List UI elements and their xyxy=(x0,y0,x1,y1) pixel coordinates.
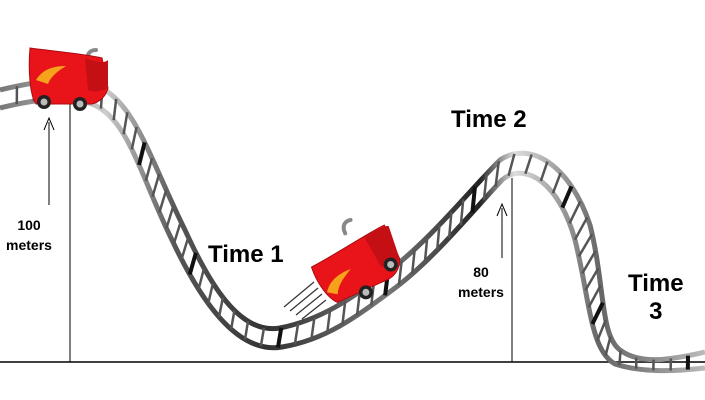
track-tie xyxy=(229,310,236,330)
track-tie xyxy=(494,161,501,188)
track-tie xyxy=(112,98,118,121)
track-tie xyxy=(423,237,429,263)
time1-label: Time 1 xyxy=(208,241,284,268)
track-tie xyxy=(187,252,198,276)
track-tie xyxy=(596,319,607,341)
track-tie xyxy=(122,112,129,135)
track-tie xyxy=(581,250,597,274)
time2-label: Time 2 xyxy=(451,106,527,133)
track-tie xyxy=(482,173,489,200)
track-tie xyxy=(539,161,549,182)
track-tie xyxy=(618,350,622,366)
track-tie xyxy=(410,249,416,275)
track-tie xyxy=(355,291,362,316)
track-tie xyxy=(217,297,225,318)
track-tie xyxy=(524,154,533,175)
track-tie xyxy=(243,321,250,340)
track-tie xyxy=(551,172,562,194)
track-tie xyxy=(577,233,594,258)
track-tie xyxy=(275,327,284,348)
hill2-height-arrow xyxy=(496,202,508,258)
track-tie xyxy=(447,212,453,238)
start-height-unit: meters xyxy=(6,237,52,253)
track-tie xyxy=(259,327,266,347)
track-tie xyxy=(325,309,332,333)
coaster-car-start xyxy=(28,47,109,111)
track-tie xyxy=(397,260,403,286)
start-height-label: 100 meters xyxy=(6,215,52,255)
track-tie xyxy=(435,224,441,251)
speed-lines xyxy=(283,281,327,320)
track-tie xyxy=(587,284,602,308)
track-tie xyxy=(560,185,574,209)
hill2-height-unit: meters xyxy=(458,284,504,300)
track-tie xyxy=(507,153,516,177)
track-tie xyxy=(180,236,190,260)
track-tie xyxy=(130,126,138,150)
track-tie xyxy=(459,199,465,226)
start-height-arrow xyxy=(43,116,55,205)
start-height-value: 100 xyxy=(17,217,41,233)
track-tie xyxy=(604,336,612,356)
track-tie xyxy=(144,157,154,182)
track-tie xyxy=(165,205,175,229)
track-tie xyxy=(573,216,589,241)
track-tie xyxy=(293,323,300,345)
track-tie xyxy=(568,200,582,224)
time3-label: Time 3 xyxy=(628,270,684,326)
track-tie xyxy=(341,301,347,325)
time3-label-line1: Time xyxy=(628,270,684,297)
hill2-height-value: 80 xyxy=(473,264,489,280)
track-tie xyxy=(584,267,600,291)
track-tie xyxy=(137,141,147,166)
track-tie xyxy=(207,282,215,304)
track-tie xyxy=(590,301,605,325)
track-tie xyxy=(172,221,183,245)
time3-label-line2: 3 xyxy=(649,298,663,325)
coaster-track xyxy=(0,78,705,374)
track-tie xyxy=(310,317,316,340)
track-tie xyxy=(470,186,477,213)
track-tie xyxy=(197,267,206,290)
hill2-height-label: 80 meters xyxy=(456,262,506,302)
coaster-car-moving xyxy=(310,217,401,304)
track-tie xyxy=(158,189,168,213)
track-tie xyxy=(151,173,161,198)
